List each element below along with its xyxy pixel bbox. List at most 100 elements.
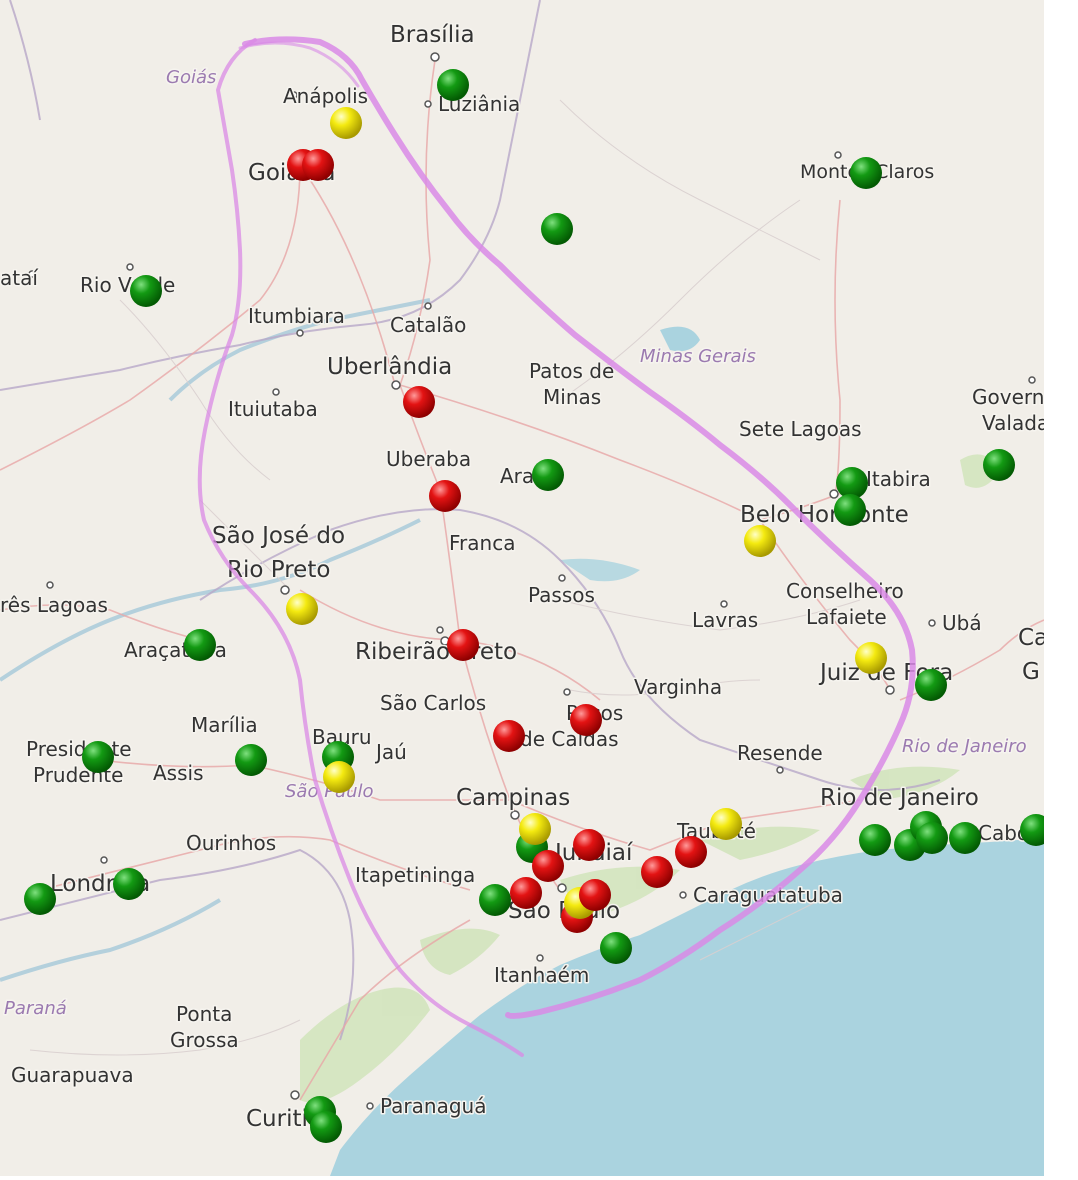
franca-dot: [436, 626, 444, 634]
city-label: Assis: [153, 761, 204, 785]
city-label: Ponta: [176, 1002, 232, 1026]
city-label: Ca: [1018, 625, 1044, 651]
red-marker[interactable]: [493, 720, 525, 752]
brasilia-dot: [430, 52, 440, 62]
green-marker[interactable]: [600, 932, 632, 964]
resende-dot: [776, 766, 784, 774]
green-marker[interactable]: [541, 213, 573, 245]
rivers: [0, 298, 431, 982]
catalao-dot: [424, 302, 432, 310]
uberlandia-dot: [391, 380, 401, 390]
minor-roads: [29, 99, 861, 1056]
londrina-dot: [100, 856, 108, 864]
city-label: Valadares: [982, 411, 1044, 435]
city-label: Brasília: [390, 22, 475, 48]
caragua-dot: [679, 891, 687, 899]
yellow-marker[interactable]: [519, 813, 551, 845]
green-marker[interactable]: [184, 629, 216, 661]
green-marker[interactable]: [24, 883, 56, 915]
red-marker[interactable]: [641, 856, 673, 888]
curitiba-dot: [290, 1090, 300, 1100]
city-label: Itanhaém: [494, 963, 589, 987]
city-label: Patos de: [529, 359, 614, 383]
state-label: Minas Gerais: [640, 346, 756, 367]
page-margin: [1044, 0, 1078, 1180]
green-marker[interactable]: [235, 744, 267, 776]
city-label: Uberlândia: [327, 354, 452, 380]
city-label: Presidente: [26, 737, 132, 761]
yellow-marker[interactable]: [744, 525, 776, 557]
city-label: Rio de Janeiro: [820, 785, 979, 811]
state-borders: [0, 0, 941, 1041]
green-marker[interactable]: [983, 449, 1015, 481]
gv-dot: [1028, 376, 1036, 384]
city-label: Lafaiete: [806, 605, 887, 629]
city-label: Uberaba: [386, 447, 471, 471]
red-marker[interactable]: [675, 836, 707, 868]
lavras-dot: [720, 600, 728, 608]
green-marker[interactable]: [1020, 814, 1044, 846]
city-label: Resende: [737, 741, 823, 765]
yellow-marker[interactable]: [710, 808, 742, 840]
green-marker[interactable]: [915, 669, 947, 701]
rio-verde-dot: [126, 263, 134, 271]
red-marker[interactable]: [570, 704, 602, 736]
yellow-marker[interactable]: [286, 593, 318, 625]
state-label: Goiás: [166, 67, 216, 88]
green-marker[interactable]: [834, 494, 866, 526]
red-marker[interactable]: [510, 877, 542, 909]
yellow-marker[interactable]: [855, 642, 887, 674]
city-label: Lavras: [692, 608, 758, 632]
ocean: [330, 838, 1044, 1176]
green-marker[interactable]: [479, 884, 511, 916]
red-marker[interactable]: [403, 386, 435, 418]
green-marker[interactable]: [532, 459, 564, 491]
city-label: São José do: [212, 523, 345, 549]
city-label: Franca: [449, 531, 515, 555]
city-label: Itabira: [866, 467, 931, 491]
green-marker[interactable]: [130, 275, 162, 307]
yellow-marker[interactable]: [323, 761, 355, 793]
green-marker[interactable]: [836, 467, 868, 499]
red-marker[interactable]: [447, 629, 479, 661]
city-label: de Caldas: [520, 727, 619, 751]
state-label: Paraná: [4, 998, 67, 1019]
map-view[interactable]: Goiás Minas Gerais São Paulo Rio de Jane…: [0, 0, 1044, 1176]
red-marker[interactable]: [532, 850, 564, 882]
green-marker[interactable]: [310, 1111, 342, 1143]
green-marker[interactable]: [916, 822, 948, 854]
city-label: Varginha: [634, 675, 722, 699]
tres-lagoas-dot: [46, 581, 54, 589]
city-label: G: [1022, 659, 1040, 685]
city-label: Catalão: [390, 313, 466, 337]
city-label: Itumbiara: [248, 304, 345, 328]
sao-paulo-dot: [557, 883, 567, 893]
green-marker[interactable]: [113, 868, 145, 900]
green-marker[interactable]: [949, 822, 981, 854]
reservoir: [560, 558, 640, 582]
campinas-dot: [510, 810, 520, 820]
yellow-marker[interactable]: [330, 107, 362, 139]
green-marker[interactable]: [82, 741, 114, 773]
paranagua-dot: [366, 1102, 374, 1110]
red-marker[interactable]: [579, 879, 611, 911]
uba-dot: [928, 619, 936, 627]
markers[interactable]: [24, 69, 1044, 1143]
map-canvas: Goiás Minas Gerais São Paulo Rio de Jane…: [0, 0, 1044, 1176]
green-marker[interactable]: [437, 69, 469, 101]
juiz-dot: [885, 685, 895, 695]
red-marker[interactable]: [573, 829, 605, 861]
city-label: Prudente: [33, 763, 123, 787]
city-label: Governador: [972, 385, 1044, 409]
city-label: Paranaguá: [380, 1094, 486, 1118]
ituiutaba-dot: [272, 388, 280, 396]
red-marker[interactable]: [429, 480, 461, 512]
vegetation: [300, 454, 1000, 1103]
passos-dot: [558, 574, 566, 582]
green-marker[interactable]: [850, 157, 882, 189]
city-label: Passos: [528, 583, 595, 607]
red-marker[interactable]: [302, 149, 334, 181]
city-label: Rio Preto: [227, 557, 330, 583]
city-label: Jaú: [374, 740, 407, 764]
green-marker[interactable]: [859, 824, 891, 856]
